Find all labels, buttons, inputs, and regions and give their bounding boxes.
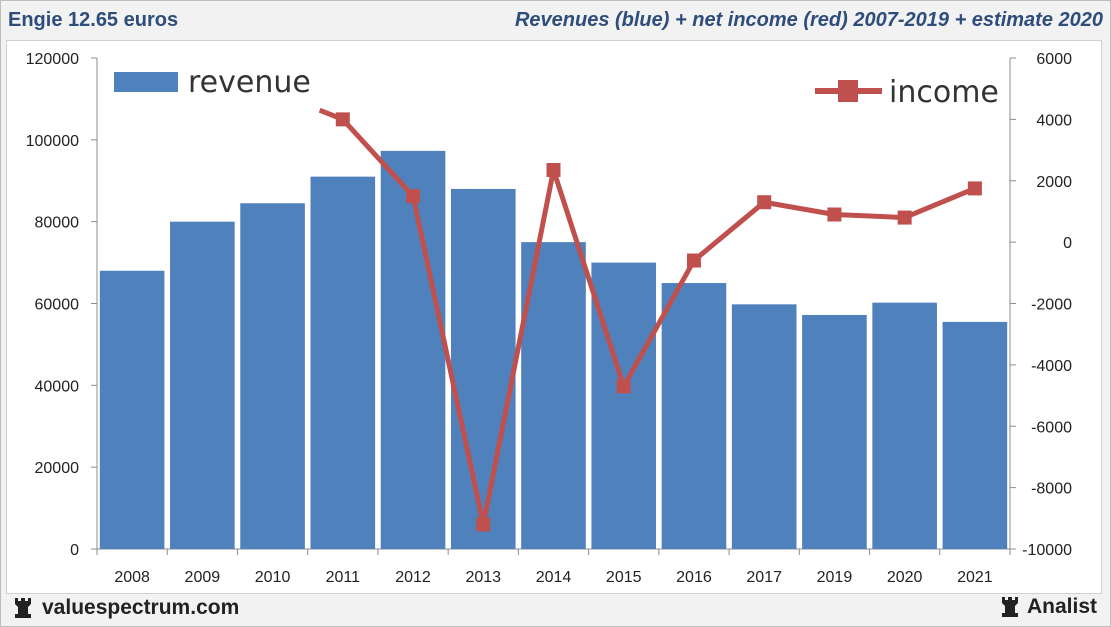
right-tick-label: -8000 [1031,481,1072,498]
left-tick-label: 60000 [35,297,80,314]
income-marker [757,195,772,210]
right-tick-label: 2000 [1036,174,1072,191]
chart-title: Revenues (blue) + net income (red) 2007-… [514,9,1103,31]
revenue-bar [170,221,235,549]
x-tick-label: 2021 [957,569,993,586]
left-tick-label: 80000 [35,215,80,232]
x-tick-label: 2014 [536,569,572,586]
income-marker [897,210,912,225]
footer-brand: Analist [999,592,1097,622]
revenue-bar [731,304,797,549]
x-tick-label: 2016 [676,569,712,586]
x-tick-label: 2020 [887,569,923,586]
revenue-bar [240,203,305,550]
income-marker [827,207,842,222]
income-marker [967,181,982,196]
brand-name: Analist [1026,595,1097,618]
revenue-bar [591,262,657,549]
revenue-bar [310,176,376,550]
revenue-bar [99,270,165,549]
income-marker [546,163,561,178]
stock-title: Engie 12.65 euros [8,9,179,31]
revenue-bar [802,314,867,549]
left-tick-label: 120000 [26,51,79,68]
income-legend-label: income [889,75,999,110]
left-tick-label: 20000 [35,460,80,477]
site-name: valuespectrum.com [42,596,240,619]
footer-site: valuespectrum.com [12,594,239,622]
rook-icon [15,598,31,618]
left-tick-label: 40000 [35,378,80,395]
right-tick-label: -10000 [1022,542,1072,559]
left-tick-label: 0 [70,542,79,559]
right-tick-label: 4000 [1036,112,1072,129]
x-tick-label: 2019 [817,569,853,586]
revenue-bar [521,242,586,549]
x-tick-label: 2013 [465,569,501,586]
income-marker [335,112,350,127]
right-tick-label: 6000 [1036,51,1072,68]
income-legend-marker [838,80,858,102]
revenue-bar [380,150,446,549]
revenue-bar [942,321,1008,549]
x-tick-label: 2015 [606,569,642,586]
income-marker [476,517,491,532]
left-tick-label: 100000 [26,133,79,150]
right-tick-label: -2000 [1031,297,1072,314]
x-tick-label: 2009 [185,569,221,586]
x-tick-label: 2017 [746,569,782,586]
income-marker [616,379,631,394]
right-tick-label: -6000 [1031,419,1072,436]
revenue-bar [872,302,937,549]
revenue-legend-label: revenue [188,65,311,100]
revenue-bar [661,283,727,549]
x-tick-label: 2011 [326,569,361,586]
income-marker [686,253,701,268]
x-tick-label: 2008 [114,569,150,586]
revenue-bar [450,188,516,549]
rook-icon [1001,597,1018,617]
right-tick-label: 0 [1063,235,1072,252]
x-tick-label: 2010 [255,569,291,586]
x-tick-label: 2012 [395,569,431,586]
income-marker [406,189,421,204]
revenue-legend-swatch [114,72,178,92]
right-tick-label: -4000 [1031,358,1072,375]
